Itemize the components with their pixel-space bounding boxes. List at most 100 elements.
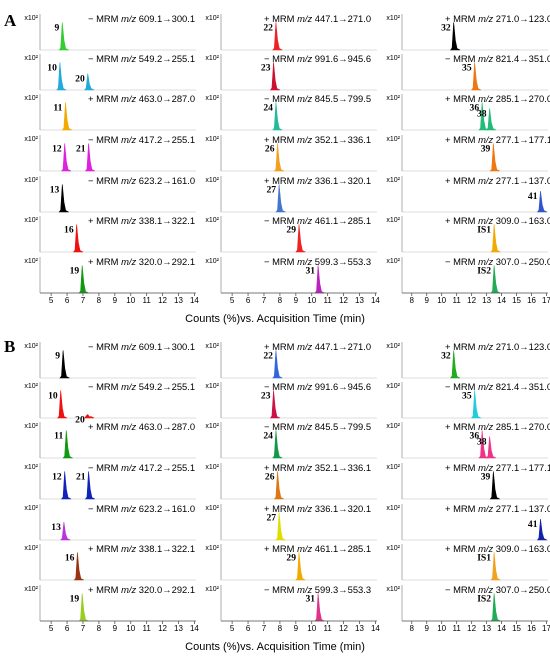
x-tick-label: 8 [278,296,283,305]
y-scale-label: x10² [386,423,400,430]
y-scale-label: x10² [386,95,400,102]
peak-mark [56,62,67,91]
transition-label: + MRM m/z 320.0→292.1 [88,256,195,267]
trace: x10² − MRM m/z 609.1→300.1 9 [24,13,196,51]
x-tick-label: 17 [542,296,550,305]
x-tick-label: 10 [437,296,446,305]
peak-mark [60,471,72,500]
trace: x10² + MRM m/z 336.1→320.127 [205,175,377,213]
peak-label: 13 [50,184,60,195]
peak-label: 22 [263,22,273,33]
peak-label: 31 [306,593,316,604]
x-tick-label: 14 [497,296,506,305]
transition-label: − MRM m/z 417.2→255.1 [88,462,195,473]
peak-mark [58,22,69,51]
peak-label: IS1 [477,224,491,235]
peak-label: 29 [286,552,296,563]
peak-mark [61,102,73,131]
transition-label: − MRM m/z 821.4→351.0 [445,53,550,64]
peak-mark [272,430,283,459]
y-scale-label: x10² [205,55,219,62]
x-tick-label: 14 [371,296,380,305]
x-tick-label: 10 [307,296,316,305]
x-tick-label: 6 [65,624,70,633]
y-scale-label: x10² [205,423,219,430]
trace: x10² + MRM m/z 271.0→123.032 [386,13,550,51]
peak-label: 36 [470,102,480,113]
x-tick-label: 12 [467,296,476,305]
trace: x10² + MRM m/z 277.1→177.139 [386,134,550,172]
y-scale-label: x10² [205,586,219,593]
trace: x10² − MRM m/z 599.3→553.331 [205,256,377,294]
x-tick-label: 13 [355,624,364,633]
peak-mark [275,184,286,213]
transition-label: + MRM m/z 277.1→177.1 [445,462,550,473]
y-scale-label: x10² [24,217,38,224]
x-tick-label: 6 [246,296,251,305]
peak-mark [295,552,306,581]
transition-label: + MRM m/z 285.1→270.0 [445,421,550,432]
x-tick-label: 12 [339,296,348,305]
peak-label: 32 [441,350,451,361]
peak-label: 26 [265,471,275,482]
peak-label: 24 [263,102,273,113]
transition-label: + MRM m/z 352.1→336.1 [264,134,371,145]
peak-mark [485,108,497,131]
trace: x10² + MRM m/z 447.1→271.022 [205,341,377,379]
transition-label: − MRM m/z 549.2→255.1 [88,53,195,64]
peak-mark [56,390,68,419]
x-tick-label: 13 [482,624,491,633]
peak-mark [449,350,461,379]
peak-label: 11 [53,102,62,113]
trace: x10² − MRM m/z 417.2→255.1 12 21 [24,462,196,500]
peak-label: 20 [75,74,85,85]
x-tick-label: 12 [467,624,476,633]
transition-label: − MRM m/z 461.1→285.1 [264,215,371,226]
peak-label: 9 [55,350,60,361]
y-scale-label: x10² [205,136,219,143]
transition-label: − MRM m/z 623.2→161.0 [88,175,195,186]
peak-mark [269,390,281,419]
peak-label: 16 [65,552,75,563]
peak-label: 27 [267,512,277,523]
peak-mark [272,102,283,131]
x-tick-label: 8 [410,624,415,633]
x-tick-label: 11 [453,624,462,633]
y-scale-label: x10² [205,258,219,265]
peak-mark [62,430,73,459]
peak-label: 39 [481,471,491,482]
transition-label: − MRM m/z 623.2→161.0 [88,503,195,514]
peak-mark [314,593,325,622]
x-tick-label: 10 [126,296,135,305]
peak-label: 29 [286,224,296,235]
y-scale-label: x10² [386,586,400,593]
peak-label: 11 [54,430,63,441]
trace: x10² − MRM m/z 845.5→799.524 [205,93,377,131]
x-tick-label: 9 [424,296,429,305]
trace: x10² + MRM m/z 352.1→336.126 [205,462,377,500]
x-tick-label: 8 [97,296,102,305]
y-scale-label: x10² [386,343,400,350]
peak-mark [485,436,497,459]
transition-label: − MRM m/z 991.6→945.6 [264,53,371,64]
x-tick-label: 13 [174,624,183,633]
peak-label: 24 [263,430,273,441]
peak-mark [269,62,281,91]
transition-label: + MRM m/z 271.0→123.0 [445,341,550,352]
peak-label: 38 [477,108,487,119]
y-scale-label: x10² [24,343,38,350]
peak-mark [470,62,482,91]
peak-label: 16 [64,224,74,235]
column-1: x10² − MRM m/z 609.1→300.1 9 x10² − MRM m/z … [24,13,199,305]
x-tick-label: 11 [323,296,332,305]
x-axis-title: Counts (%)vs. Acquisition Time (min) [185,313,365,325]
x-tick-label: 10 [307,624,316,633]
transition-label: + MRM m/z 309.0→163.0 [445,215,550,226]
peak-mark [60,143,72,172]
trace: x10² + MRM m/z 463.0→287.0 11 [24,93,196,131]
x-tick-label: 9 [113,624,118,633]
transition-label: + MRM m/z 277.1→137.0 [445,503,550,514]
